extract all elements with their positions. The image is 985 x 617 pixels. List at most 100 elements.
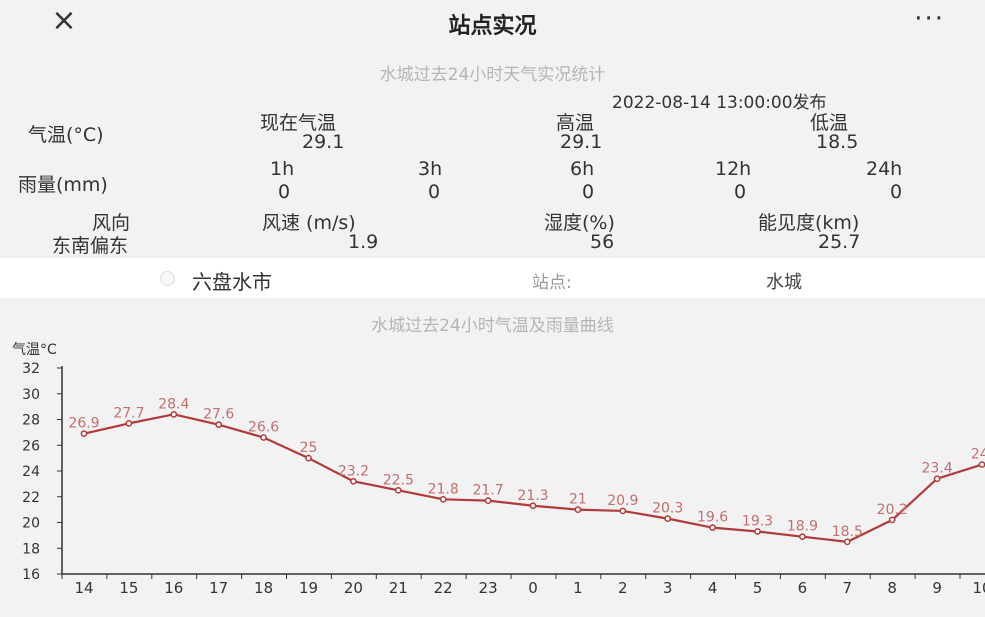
data-point (260, 434, 267, 441)
data-point (125, 420, 133, 427)
data-label: 28.4 (158, 396, 189, 412)
humidity-value: 56 (590, 231, 615, 253)
data-label: 22.5 (383, 472, 414, 488)
data-label: 27.6 (203, 407, 234, 423)
data-label: 19.3 (742, 514, 773, 530)
data-label: 24. (971, 447, 985, 463)
wind-direction-value: 东南偏东 (52, 235, 129, 257)
city-select[interactable]: 六盘水市 (192, 270, 272, 294)
data-point (305, 454, 312, 462)
low-temp-label: 低温 (810, 112, 849, 134)
rain-3h-label: 3h (418, 158, 443, 180)
rain-6h-label: 6h (570, 158, 595, 180)
data-label: 21 (569, 492, 587, 508)
rain-24h-label: 24h (866, 158, 903, 180)
station-label: 站点: (532, 273, 572, 293)
data-point (843, 538, 851, 546)
x-tick-label: 3 (663, 579, 673, 597)
high-temp-label: 高温 (556, 112, 595, 134)
data-point (664, 515, 672, 522)
data-label: 27.7 (113, 405, 144, 421)
data-point (619, 507, 627, 515)
y-tick-label: 28 (22, 413, 40, 429)
station-select[interactable]: 水城 (766, 272, 802, 293)
wind-speed-value: 1.9 (348, 231, 379, 253)
wind-speed-label: 风速 (m/s) (262, 212, 356, 234)
high-temp-value: 29.1 (560, 131, 603, 153)
y-axis-label: 气温°C (12, 342, 57, 358)
temp-label: 气温(°C) (28, 124, 104, 146)
x-tick-label: 21 (389, 579, 408, 597)
data-label: 18.5 (832, 524, 863, 540)
close-icon[interactable]: × (51, 3, 77, 38)
data-point (439, 495, 447, 503)
current-temp-label: 现在气温 (260, 112, 337, 134)
rain-12h-value: 0 (734, 181, 747, 203)
x-tick-label: 14 (74, 579, 93, 597)
data-label: 26.9 (68, 416, 99, 432)
y-tick-label: 18 (22, 541, 40, 557)
data-point (170, 411, 178, 418)
data-label: 21.8 (428, 481, 459, 497)
data-point (394, 486, 402, 494)
x-tick-label: 20 (344, 579, 363, 597)
more-options-icon[interactable]: ··· (914, 4, 945, 34)
data-point (574, 506, 582, 513)
x-tick-label: 7 (843, 579, 853, 597)
rain-1h-value: 0 (278, 181, 291, 203)
rain-24h-value: 0 (890, 181, 903, 203)
data-point (978, 461, 985, 468)
x-tick-label: 9 (932, 579, 942, 597)
data-point (484, 497, 492, 504)
x-tick-label: 8 (887, 579, 897, 597)
y-tick-label: 32 (22, 362, 40, 377)
data-label: 20.9 (607, 493, 638, 509)
x-tick-label: 15 (119, 579, 138, 597)
x-tick-label: 23 (479, 579, 498, 597)
rain-12h-label: 12h (715, 158, 752, 180)
x-tick-label: 22 (434, 579, 453, 597)
data-point (799, 533, 806, 541)
data-point (529, 502, 537, 510)
data-point (933, 475, 941, 483)
x-tick-label: 5 (753, 579, 763, 597)
data-label: 26.6 (248, 420, 279, 436)
y-tick-label: 24 (22, 464, 40, 480)
top-bar: × 站点实况 ··· (0, 0, 985, 44)
x-tick-label: 18 (254, 579, 273, 597)
data-label: 20.3 (652, 501, 683, 517)
x-tick-label: 16 (164, 579, 183, 597)
data-label: 20.2 (877, 502, 908, 518)
city-radio-icon[interactable] (160, 271, 175, 286)
low-temp-value: 18.5 (816, 131, 859, 153)
stats-heading: 水城过去24小时天气实况统计 (379, 65, 606, 85)
data-point (888, 516, 896, 524)
wind-direction-label: 风向 (92, 212, 131, 234)
y-tick-label: 26 (22, 438, 40, 454)
x-tick-label: 4 (708, 579, 718, 597)
chart-title: 水城过去24小时气温及雨量曲线 (371, 316, 614, 336)
y-tick-label: 20 (22, 516, 40, 532)
y-tick-label: 22 (22, 490, 40, 506)
published-time: 2022-08-14 13:00:00发布 (612, 93, 827, 113)
data-point (80, 430, 88, 438)
data-label: 19.6 (697, 510, 728, 526)
x-tick-label: 17 (209, 579, 228, 597)
x-tick-label: 2 (618, 579, 628, 597)
station-selector (0, 258, 985, 298)
data-label: 21.3 (517, 488, 548, 504)
x-tick-label: 1 (573, 579, 583, 597)
rain-label: 雨量(mm) (18, 174, 108, 196)
data-point (754, 528, 761, 535)
x-tick-label: 0 (528, 579, 538, 597)
humidity-label: 湿度(%) (544, 212, 615, 234)
y-tick-label: 30 (22, 387, 40, 403)
visibility-label: 能见度(km) (758, 212, 860, 234)
data-point (215, 421, 223, 428)
x-tick-label: 10 (972, 579, 985, 597)
y-tick-label: 16 (22, 567, 40, 583)
visibility-value: 25.7 (818, 231, 861, 253)
x-tick-label: 19 (299, 579, 318, 597)
data-label: 23.4 (922, 461, 953, 477)
